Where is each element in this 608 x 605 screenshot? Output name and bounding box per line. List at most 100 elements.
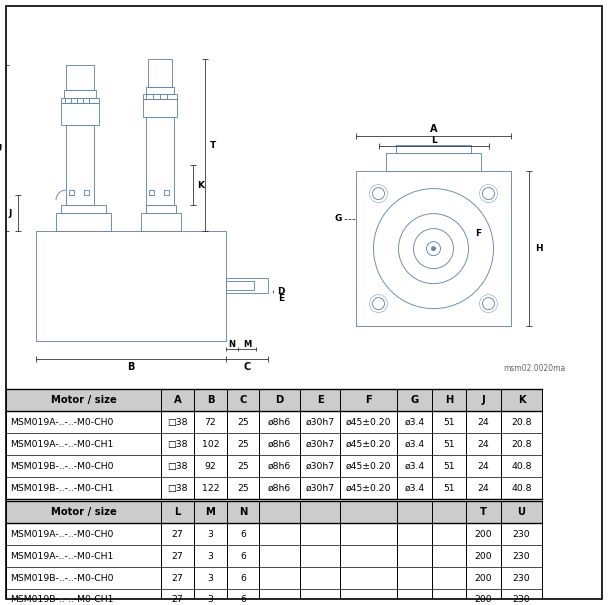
Text: 25: 25 <box>237 462 249 471</box>
Text: 24: 24 <box>478 483 489 492</box>
Text: ø8h6: ø8h6 <box>268 417 291 427</box>
Text: F: F <box>475 229 482 238</box>
Text: 3: 3 <box>207 552 213 561</box>
Text: 3: 3 <box>207 574 213 583</box>
Text: H: H <box>535 244 543 253</box>
Text: 24: 24 <box>478 417 489 427</box>
Bar <box>386 153 481 171</box>
Text: 102: 102 <box>202 440 219 449</box>
Text: 51: 51 <box>443 462 455 471</box>
Text: 27: 27 <box>171 529 184 538</box>
Text: K: K <box>517 395 525 405</box>
Bar <box>143 99 177 117</box>
Text: Motor / size: Motor / size <box>50 507 116 517</box>
Text: L: L <box>430 136 437 145</box>
Bar <box>84 190 89 195</box>
Bar <box>164 190 169 195</box>
Text: T: T <box>210 140 216 149</box>
Text: □38: □38 <box>167 483 188 492</box>
Text: 40.8: 40.8 <box>511 483 532 492</box>
Text: MSM019A-..-..-M0-CH0: MSM019A-..-..-M0-CH0 <box>10 417 113 427</box>
Bar <box>36 231 226 341</box>
Text: ø3.4: ø3.4 <box>404 440 424 449</box>
Text: N: N <box>229 339 235 348</box>
Circle shape <box>432 247 435 250</box>
Text: ø30h7: ø30h7 <box>305 483 334 492</box>
Text: K: K <box>198 181 204 189</box>
Text: 122: 122 <box>202 483 219 492</box>
Text: T: T <box>480 507 487 517</box>
Text: □38: □38 <box>167 440 188 449</box>
Bar <box>6 389 542 411</box>
Bar <box>148 59 172 87</box>
Bar <box>396 145 471 153</box>
Text: 27: 27 <box>171 574 184 583</box>
Bar <box>141 213 181 231</box>
Text: ø8h6: ø8h6 <box>268 462 291 471</box>
Text: 3: 3 <box>207 595 213 604</box>
Text: ø45±0.20: ø45±0.20 <box>346 462 392 471</box>
Bar <box>56 213 111 231</box>
Text: E: E <box>317 395 323 405</box>
Text: E: E <box>278 293 284 302</box>
Text: D: D <box>277 287 285 296</box>
Text: C: C <box>243 362 250 372</box>
Text: J: J <box>482 395 485 405</box>
Text: 27: 27 <box>171 595 184 604</box>
Text: M: M <box>243 339 251 348</box>
Text: 27: 27 <box>171 552 184 561</box>
Bar <box>146 117 174 205</box>
Text: 51: 51 <box>443 483 455 492</box>
Text: 3: 3 <box>207 529 213 538</box>
Text: 20.8: 20.8 <box>511 440 532 449</box>
Text: MSM019A-..-..-M0-CH1: MSM019A-..-..-M0-CH1 <box>10 552 113 561</box>
Text: B: B <box>207 395 214 405</box>
Text: MSM019B-..-..-M0-CH0: MSM019B-..-..-M0-CH0 <box>10 462 114 471</box>
Text: MSM019A-..-..-M0-CH0: MSM019A-..-..-M0-CH0 <box>10 529 113 538</box>
Bar <box>61 103 99 125</box>
Text: 92: 92 <box>205 462 216 471</box>
Text: ø3.4: ø3.4 <box>404 417 424 427</box>
Text: U: U <box>517 507 525 517</box>
Text: M: M <box>206 507 215 517</box>
Text: N: N <box>239 507 247 517</box>
Bar <box>226 281 254 290</box>
Bar <box>6 501 542 523</box>
Text: H: H <box>445 395 453 405</box>
Bar <box>66 65 94 90</box>
Text: A: A <box>174 395 181 405</box>
Text: 200: 200 <box>475 529 492 538</box>
Text: 6: 6 <box>240 595 246 604</box>
Text: msm02.0020ma: msm02.0020ma <box>504 364 566 373</box>
Text: 6: 6 <box>240 529 246 538</box>
Bar <box>356 171 511 326</box>
Text: L: L <box>174 507 181 517</box>
Text: 25: 25 <box>237 440 249 449</box>
Text: ø3.4: ø3.4 <box>404 483 424 492</box>
Text: MSM019B-..-..-M0-CH1: MSM019B-..-..-M0-CH1 <box>10 595 114 604</box>
Text: ø3.4: ø3.4 <box>404 462 424 471</box>
Text: 25: 25 <box>237 417 249 427</box>
Text: 25: 25 <box>237 483 249 492</box>
Text: MSM019B-..-..-M0-CH0: MSM019B-..-..-M0-CH0 <box>10 574 114 583</box>
Bar <box>69 190 74 195</box>
Text: 51: 51 <box>443 417 455 427</box>
Text: B: B <box>127 362 135 372</box>
Text: 6: 6 <box>240 574 246 583</box>
Text: D: D <box>275 395 283 405</box>
Text: MSM019A-..-..-M0-CH1: MSM019A-..-..-M0-CH1 <box>10 440 113 449</box>
Bar <box>61 205 106 213</box>
Text: F: F <box>365 395 372 405</box>
Bar <box>149 190 154 195</box>
Bar <box>61 98 99 103</box>
Text: MSM019B-..-..-M0-CH1: MSM019B-..-..-M0-CH1 <box>10 483 114 492</box>
Text: ø30h7: ø30h7 <box>305 440 334 449</box>
Text: ø8h6: ø8h6 <box>268 440 291 449</box>
Text: 6: 6 <box>240 552 246 561</box>
Text: G: G <box>410 395 419 405</box>
Text: 230: 230 <box>513 595 530 604</box>
Text: 200: 200 <box>475 552 492 561</box>
Text: 40.8: 40.8 <box>511 462 532 471</box>
Text: 200: 200 <box>475 574 492 583</box>
Text: 20.8: 20.8 <box>511 417 532 427</box>
